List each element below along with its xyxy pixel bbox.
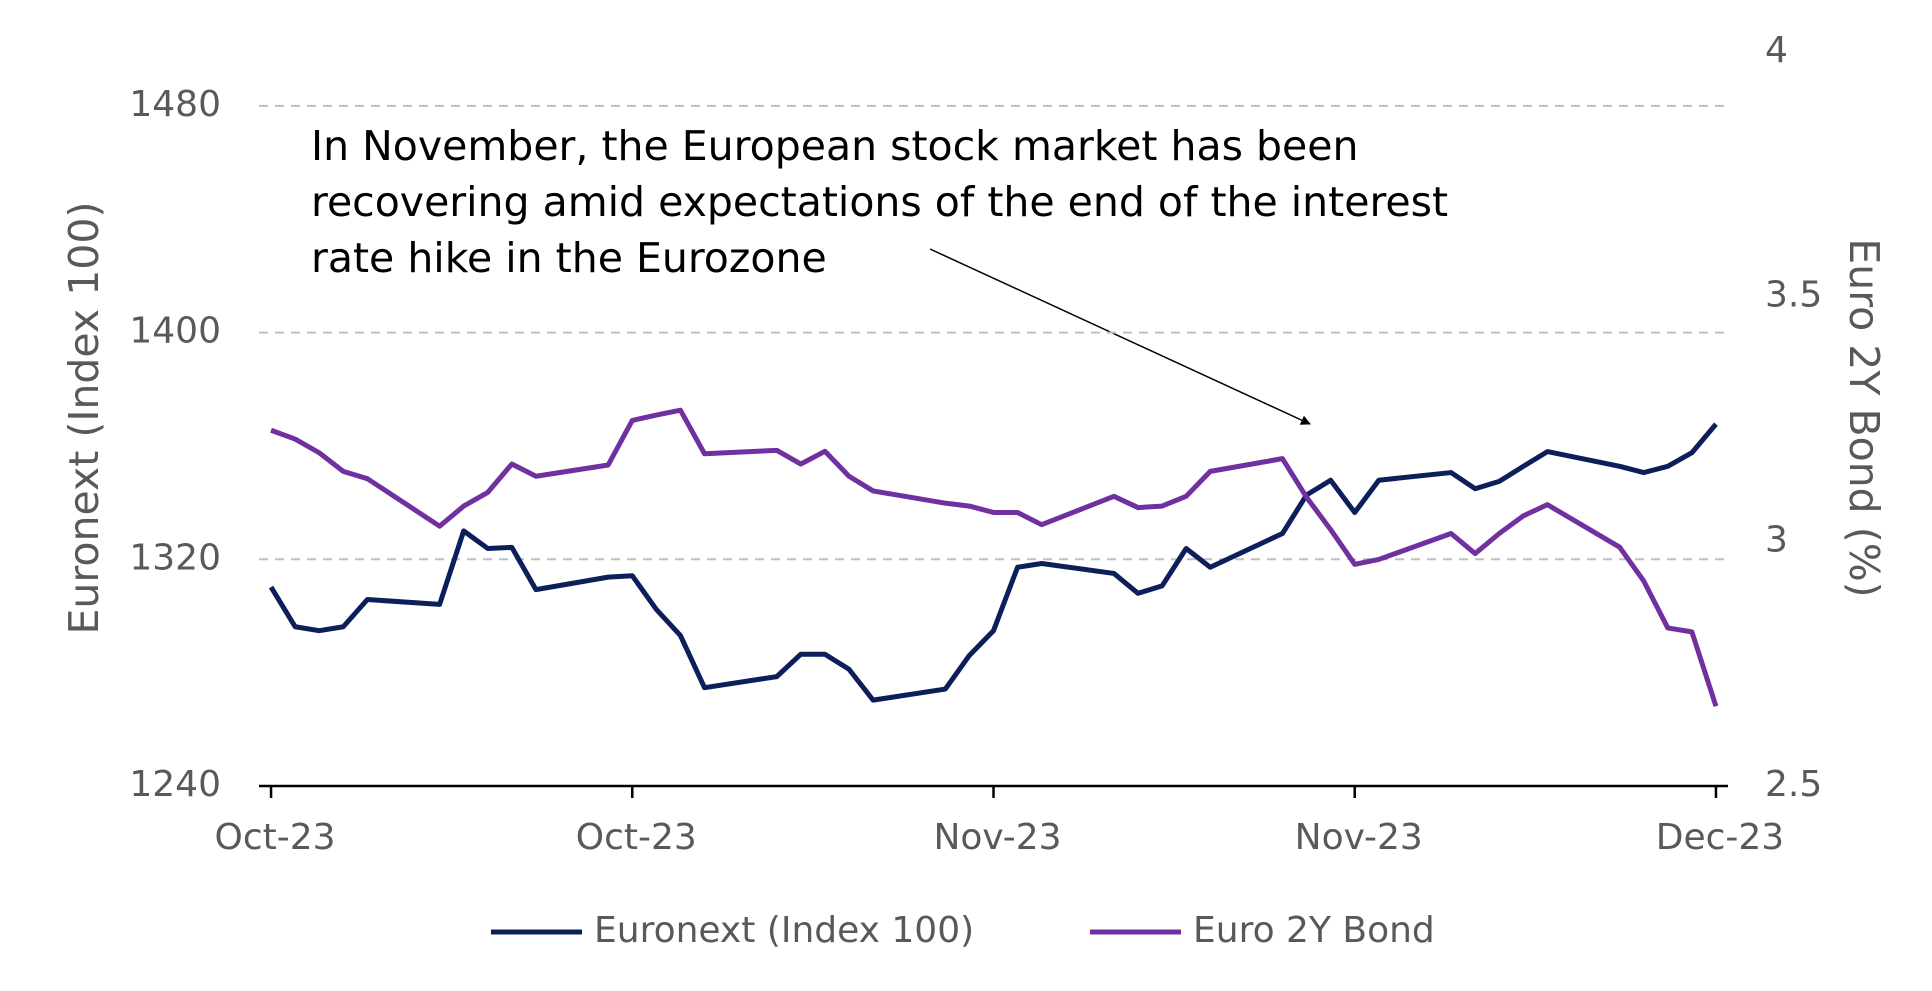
y-axis-title: Euronext (Index 100) xyxy=(60,202,108,635)
annotation-arrow xyxy=(929,248,1311,425)
x-tick-label: Nov-23 xyxy=(933,817,1061,858)
x-tick-label: Oct-23 xyxy=(215,817,336,858)
y-tick-label: 1320 xyxy=(129,537,221,578)
series-line xyxy=(268,422,1718,703)
series-line xyxy=(270,407,1719,708)
x-tick-label: Nov-23 xyxy=(1295,817,1423,858)
legend-label: Euro 2Y Bond xyxy=(1193,910,1435,951)
y2-tick-label: 3.5 xyxy=(1765,275,1822,316)
y2-axis-title: Euro 2Y Bond (%) xyxy=(1840,238,1888,597)
y2-tick-label: 4 xyxy=(1765,30,1788,71)
legend-label: Euronext (Index 100) xyxy=(594,910,974,951)
y-tick-label: 1240 xyxy=(129,764,221,805)
y2-tick-label: 3 xyxy=(1765,519,1788,560)
annotation-line: rate hike in the Eurozone xyxy=(311,234,827,282)
y2-tick-label: 2.5 xyxy=(1765,764,1822,805)
annotation-line: In November, the European stock market h… xyxy=(311,122,1358,170)
x-tick-label: Oct-23 xyxy=(576,817,697,858)
annotation-line: recovering amid expectations of the end … xyxy=(311,178,1448,226)
x-tick-label: Dec-23 xyxy=(1656,817,1784,858)
y-tick-label: 1480 xyxy=(129,84,221,125)
y-tick-label: 1400 xyxy=(129,311,221,352)
